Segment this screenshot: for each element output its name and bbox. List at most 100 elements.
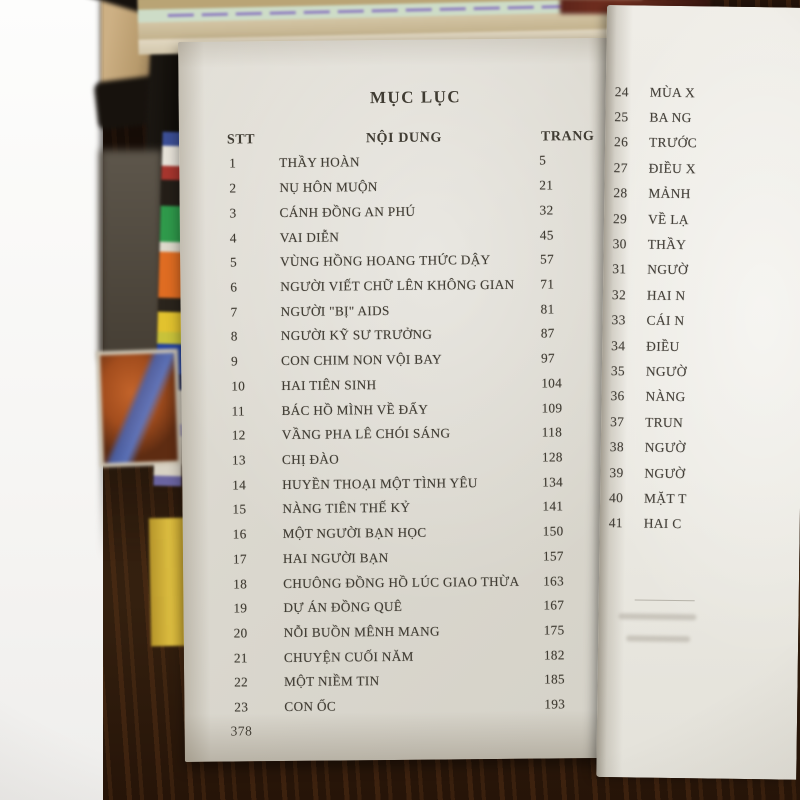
toc-page: MỤC LỤC STT NỘI DUNG TRANG 1 THẦY HOÀN 5…: [178, 37, 617, 762]
toc-row-title: CHUYỆN CUỐI NĂM: [283, 648, 414, 665]
toc-row-page: 157: [542, 548, 564, 564]
toc-row-number: 14: [232, 477, 247, 493]
toc-row-number: 37: [610, 413, 625, 430]
toc-row-number: 11: [231, 402, 246, 419]
toc-row-number: 16: [232, 526, 247, 542]
toc-row-page: 87: [540, 325, 555, 341]
toc-row-number: 19: [233, 600, 248, 616]
toc-row-number: 41: [608, 515, 623, 531]
toc-row-number: 12: [231, 427, 246, 443]
toc-row-number: 28: [613, 185, 628, 201]
toc-row-number: 6: [230, 279, 238, 295]
toc-row-number: 18: [233, 575, 248, 592]
toc-row-page: 193: [544, 696, 566, 712]
toc-row-title-clipped: NGƯỜ: [644, 465, 686, 481]
toc-row-title: BÁC HỒ MÌNH VỀ ĐẤY: [281, 401, 429, 418]
toc-row-page: 21: [539, 177, 554, 193]
toc-row-title: HUYỀN THOẠI MỘT TÌNH YÊU: [282, 474, 478, 492]
toc-row-number: 4: [229, 229, 237, 246]
toc-row: 23 CON ỐC 193: [184, 692, 616, 721]
toc-row-title: MỘT NIỀM TIN: [284, 673, 380, 690]
toc-row-page: 57: [540, 251, 555, 267]
folio-page-number: 378: [230, 723, 253, 739]
toc-row-partial: 24 MÙA X: [606, 79, 800, 107]
toc-row-title: CHUÔNG ĐỒNG HỒ LÚC GIAO THỪA: [283, 573, 520, 591]
toc-row-title-clipped: NÀNG: [645, 388, 686, 405]
yellow-book-edge: [148, 517, 188, 647]
toc-row-number: 15: [232, 501, 247, 517]
header-noi-dung: NỘI DUNG: [365, 130, 442, 147]
toc-row-partial: 26 TRƯỚC: [605, 130, 800, 158]
toc-row-title-clipped: VỀ LẠ: [647, 211, 689, 227]
toc-row-title: NỖI BUỒN MÊNH MANG: [283, 623, 440, 641]
toc-row-title: DỰ ÁN ĐỒNG QUÊ: [283, 599, 403, 616]
toc-row-number: 20: [233, 625, 248, 641]
toc-row-title: HAI NGƯỜI BẠN: [282, 549, 389, 566]
toc-row-page: 97: [540, 350, 556, 366]
toc-row-title-clipped: TRUN: [645, 414, 684, 430]
toc-row-number: 27: [613, 159, 628, 176]
toc-row-number: 21: [233, 650, 248, 666]
toc-row-number: 24: [614, 83, 629, 100]
toc-row-page: 167: [543, 597, 565, 613]
toc-row-number: 32: [611, 286, 627, 303]
toc-row-number: 2: [229, 180, 237, 196]
toc-row-number: 25: [614, 109, 629, 125]
toc-row-page: 32: [539, 202, 554, 218]
toc-row-number: 34: [611, 337, 626, 353]
white-surface-left: [0, 0, 103, 800]
toc-row-partial: 36 NÀNG: [601, 384, 800, 412]
toc-row-page: 134: [542, 474, 564, 490]
toc-row-page: 163: [543, 572, 565, 589]
toc-row-title: CHỊ ĐÀO: [281, 451, 340, 468]
toc-row-number: 39: [609, 464, 624, 480]
toc-row-title: CÁNH ĐỒNG AN PHÚ: [279, 203, 416, 220]
toc-row-title: THẦY HOÀN: [279, 154, 360, 171]
toc-row-number: 23: [234, 699, 249, 715]
toc-row-partial: 25 BA NG: [605, 104, 800, 132]
toc-row-number: 9: [230, 353, 239, 369]
toc-row-title: NÀNG TIÊN THẾ KỶ: [282, 500, 411, 517]
toc-row-page: 150: [542, 523, 564, 539]
toc-row-title-clipped: ĐIỀU X: [648, 160, 696, 177]
toc-row-partial: 32 HAI N: [603, 282, 800, 310]
faint-text-bleedthrough: [626, 635, 691, 643]
toc-row-title-clipped: ĐIỀU: [646, 338, 680, 354]
toc-row-page: 128: [541, 449, 563, 465]
toc-row-page: 141: [542, 498, 564, 514]
toc-row-title-clipped: BA NG: [649, 109, 692, 126]
header-trang: TRANG: [540, 129, 595, 145]
next-page-rows: 24 MÙA X 25 BA NG 26 TRƯỚC 27 ĐIỀU X 28 …: [600, 79, 800, 539]
toc-row-page: 109: [541, 399, 563, 416]
toc-row-page: 118: [541, 424, 563, 440]
faint-text-bleedthrough: [618, 613, 697, 621]
toc-row-title: MỘT NGƯỜI BẠN HỌC: [282, 524, 427, 542]
toc-row-title: NỤ HÔN MUỘN: [279, 179, 378, 196]
toc-row-title-clipped: MÙA X: [649, 84, 696, 100]
toc-row-partial: 30 THẦY: [603, 231, 800, 259]
toc-row-title-clipped: NGƯỜ: [645, 363, 687, 380]
toc-row-title: VẦNG PHA LÊ CHÓI SÁNG: [281, 425, 451, 443]
toc-row-page: 185: [544, 671, 566, 687]
toc-row-number: 10: [231, 378, 246, 394]
toc-row-partial: 33 CÁI N: [602, 307, 800, 335]
toc-row-title-clipped: THẦY: [647, 236, 687, 253]
toc-row-title: NGƯỜI VIẾT CHỮ LÊN KHÔNG GIAN: [280, 276, 515, 294]
toc-row-number: 38: [609, 439, 625, 455]
toc-row-partial: 40 MẶT T: [600, 485, 800, 513]
toc-row-partial: 35 NGƯỜ: [602, 358, 800, 386]
toc-row-page: 5: [539, 152, 547, 168]
toc-row-title: NGƯỜI KỸ SƯ TRƯỞNG: [280, 326, 433, 344]
toc-row-title-clipped: MẢNH: [648, 185, 691, 202]
toc-row-number: 31: [612, 261, 627, 277]
toc-row-title-clipped: CÁI N: [646, 312, 685, 329]
toc-row-page: 175: [543, 622, 565, 638]
toc-row-title-clipped: MẶT T: [644, 490, 687, 507]
book-cover-illustration: [96, 348, 182, 468]
toc-row-page: 71: [540, 276, 555, 292]
toc-row-number: 33: [611, 312, 626, 328]
toc-row-title: VÙNG HỒNG HOANG THỨC DẬY: [280, 252, 491, 270]
toc-row-number: 40: [609, 490, 624, 506]
toc-row-number: 26: [613, 134, 629, 150]
